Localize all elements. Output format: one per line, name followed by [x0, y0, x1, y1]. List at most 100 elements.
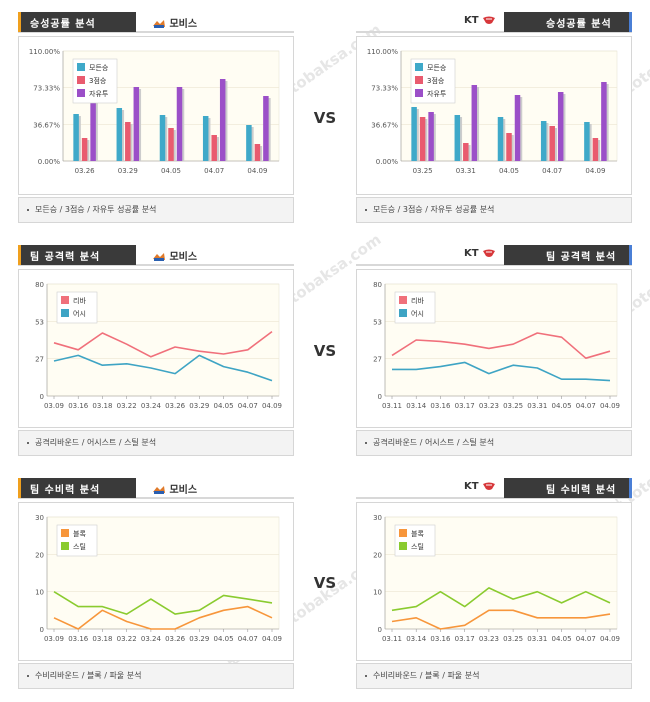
header-divider [18, 31, 294, 33]
legend-label: 리바 [73, 296, 86, 305]
y-tick-label: 73.33% [371, 85, 398, 93]
x-tick-label: 03.16 [430, 402, 451, 410]
panel-kt-defense: 팀 수비력 분석 KT 30 20 10 0 03.11 03.14 03.16 03.17 03… [356, 478, 632, 690]
x-tick-label: 03.14 [406, 402, 427, 410]
team-name: KT [464, 481, 496, 492]
x-tick-label: 03.31 [527, 402, 547, 410]
x-tick-label: 03.14 [406, 635, 427, 643]
team-name: 모비스 [152, 248, 197, 263]
y-tick-label: 20 [373, 551, 382, 559]
vs-label: VS [313, 574, 337, 592]
bar [73, 114, 79, 161]
x-tick-label: 04.09 [600, 402, 620, 410]
y-tick-label: 73.33% [33, 85, 60, 93]
footer-caption: 모든승 / 3점승 / 자유투 성공률 분석 [35, 205, 157, 214]
footer-bullet [365, 675, 367, 677]
team-label: 모비스 [166, 485, 198, 496]
y-tick-label: 27 [35, 356, 44, 364]
legend-swatch [61, 296, 69, 304]
vs-label: VS [313, 109, 337, 127]
x-tick-label: 03.22 [117, 635, 137, 643]
chart-svg: 80 53 27 003.11 03.14 03.16 03.17 03.23 03.25 03.… [373, 281, 620, 410]
bar [211, 135, 217, 161]
x-tick-label: 04.09 [585, 167, 605, 175]
panel-header: 팀 공격력 분석 KT [356, 245, 632, 266]
kt-logo-icon [483, 249, 496, 257]
team-label: 모비스 [166, 252, 198, 263]
legend-swatch [77, 76, 85, 84]
series-line [53, 591, 273, 615]
chart-area: 110.00% 73.33% 36.67% 0.00% 03.26 03.29 04.05 0… [18, 36, 294, 195]
bar [584, 122, 590, 161]
footer-caption: 공격리바운드 / 어시스트 / 스틸 분석 [35, 438, 157, 447]
footer-bullet [27, 442, 29, 444]
bar [601, 82, 607, 161]
panel-kt-shooting: 승성공률 분석 KT 110.00% 73.33% 36.67% 0.00% 03.25 0… [356, 12, 632, 224]
legend-swatch [77, 63, 85, 71]
bar [125, 122, 131, 161]
mobis-logo-icon [153, 253, 165, 261]
header-bar [504, 245, 632, 265]
header-divider [18, 264, 294, 266]
panel-header: 팀 공격력 분석 모비스 [18, 245, 294, 266]
y-tick-label: 0.00% [376, 158, 399, 166]
x-tick-label: 03.29 [189, 635, 209, 643]
x-tick-label: 03.16 [430, 635, 451, 643]
y-tick-label: 0 [378, 393, 382, 401]
legend-label: 어시 [73, 309, 86, 318]
panel-mobis-defense: 팀 수비력 분석 모비스 30 20 10 0 03.09 03.16 03.18 03.22 0… [18, 478, 294, 690]
panel-title: 승성공률 분석 [30, 19, 96, 30]
panel-header: 승성공률 분석 모비스 [18, 12, 294, 33]
panel-header: 팀 수비력 분석 KT [356, 478, 632, 499]
y-tick-label: 53 [373, 318, 382, 326]
bar [81, 138, 88, 161]
bar [133, 87, 140, 161]
panel-mobis-shooting: 승성공률 분석 모비스 110.00% 73.33% 36.67% 0.00% 03.26… [18, 12, 294, 224]
footer-caption: 수비리바운드 / 블록 / 파울 분석 [35, 671, 142, 680]
panel-kt-offense: 팀 공격력 분석 KT 80 53 27 0 03.11 03.14 03.16 03.17 03… [356, 245, 632, 457]
legend-swatch [399, 542, 407, 550]
x-tick-label: 03.23 [479, 402, 499, 410]
header-accent [629, 245, 632, 265]
x-tick-label: 04.07 [204, 167, 224, 175]
bar [557, 92, 564, 161]
panel-title: 팀 공격력 분석 [30, 252, 101, 263]
header-bar [504, 12, 632, 32]
team-name: KT [464, 248, 496, 259]
y-tick-label: 110.00% [367, 48, 398, 56]
legend-swatch [61, 542, 69, 550]
bar [592, 138, 599, 161]
header-divider [356, 264, 632, 266]
header-bar [18, 12, 136, 32]
panel-title: 승성공률 분석 [546, 19, 612, 30]
x-tick-label: 04.05 [214, 402, 234, 410]
x-tick-label: 04.07 [542, 167, 562, 175]
header-bar [18, 478, 136, 498]
x-tick-label: 04.05 [552, 402, 572, 410]
legend-swatch [77, 89, 85, 97]
bar [428, 112, 434, 161]
bar [411, 107, 417, 161]
panel-footer: 공격리바운드 / 어시스트 / 스틸 분석 [18, 430, 294, 456]
bar [159, 115, 166, 161]
series-line [391, 609, 611, 630]
kt-logo-icon [483, 482, 496, 490]
panel-footer: 모든승 / 3점승 / 자유투 성공률 분석 [356, 197, 632, 223]
y-tick-label: 0 [40, 626, 44, 634]
y-tick-label: 27 [373, 356, 382, 364]
y-tick-label: 10 [373, 589, 382, 597]
chart-svg: 110.00% 73.33% 36.67% 0.00% 03.26 03.29 04.05 0… [29, 48, 280, 175]
y-tick-label: 36.67% [371, 121, 398, 129]
x-tick-label: 03.18 [92, 402, 112, 410]
footer-caption: 수비리바운드 / 블록 / 파울 분석 [373, 671, 480, 680]
chart-area: 30 20 10 0 03.11 03.14 03.16 03.17 03.23 03.25 03.… [356, 502, 632, 661]
y-tick-label: 30 [373, 514, 382, 522]
y-tick-label: 36.67% [33, 121, 60, 129]
footer-caption: 공격리바운드 / 어시스트 / 스틸 분석 [373, 438, 495, 447]
bar [419, 117, 426, 161]
legend-label: 리바 [411, 296, 424, 305]
panel-footer: 모든승 / 3점승 / 자유투 성공률 분석 [18, 197, 294, 223]
chart-area: 110.00% 73.33% 36.67% 0.00% 03.25 03.31 04.05 0… [356, 36, 632, 195]
header-accent [18, 12, 21, 32]
bar [246, 125, 252, 161]
